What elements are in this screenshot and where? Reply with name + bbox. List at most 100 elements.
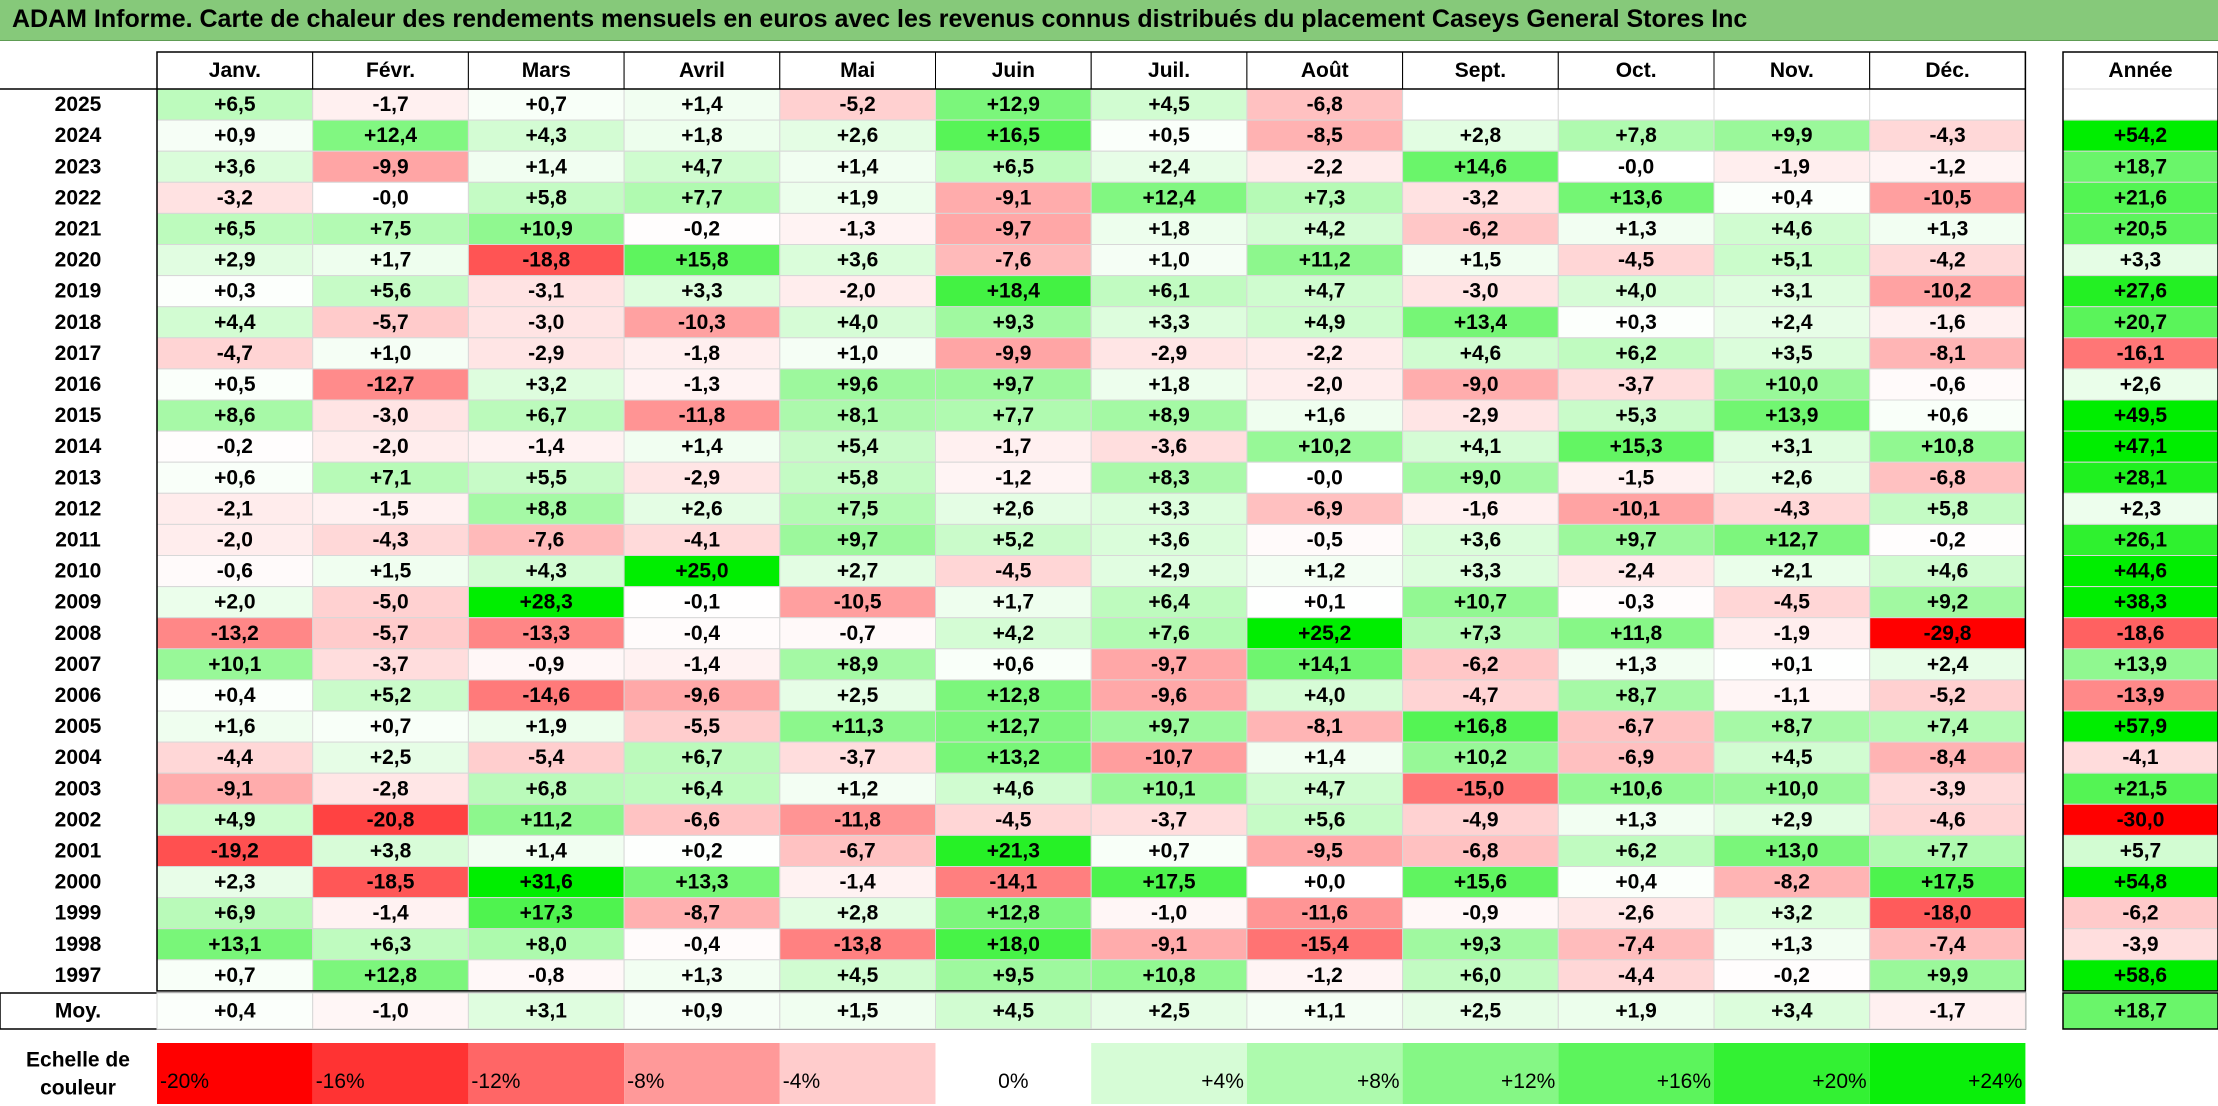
cell-value: +5,6 xyxy=(370,280,411,303)
heatmap-cell xyxy=(1713,897,1871,930)
heatmap-cell xyxy=(1713,275,1871,308)
cell-value: -6,8 xyxy=(1307,93,1344,116)
annual-value: +58,6 xyxy=(2114,964,2167,987)
average-cell xyxy=(312,992,469,1030)
cell-value: +7,6 xyxy=(1148,622,1189,645)
heatmap-cell xyxy=(1090,430,1248,463)
cell-value: +8,7 xyxy=(1771,715,1812,738)
heatmap-cell xyxy=(935,959,1092,992)
cell-value: +11,3 xyxy=(832,715,884,738)
heatmap-cell xyxy=(935,617,1092,650)
month-header-label: Mai xyxy=(840,59,875,82)
cell-value: -3,9 xyxy=(1929,777,1965,800)
annual-value: +13,9 xyxy=(2114,653,2167,676)
annual-value: -3,9 xyxy=(2122,933,2158,956)
heatmap-cell xyxy=(1713,928,1871,961)
cell-value: +6,0 xyxy=(1460,964,1501,987)
annual-cell xyxy=(2062,150,2218,183)
cell-value: -0,7 xyxy=(840,622,876,645)
heatmap-cell xyxy=(623,679,781,712)
cell-value: -9,1 xyxy=(995,186,1032,209)
cell-value: -6,8 xyxy=(1929,466,1966,489)
year-label: 2002 xyxy=(55,808,102,831)
cell-value: -13,2 xyxy=(211,622,259,645)
heatmap-cell xyxy=(1557,88,1715,121)
cell-value: -4,7 xyxy=(1462,684,1498,707)
cell-value: -2,6 xyxy=(1618,902,1654,925)
annual-value: +49,5 xyxy=(2114,404,2167,427)
annual-cell xyxy=(2062,772,2218,805)
cell-value: +2,9 xyxy=(1771,808,1812,831)
cell-value: +1,4 xyxy=(837,155,879,178)
heatmap-cell xyxy=(312,928,469,961)
cell-value: +10,2 xyxy=(1454,746,1507,769)
annual-value: +54,2 xyxy=(2114,124,2167,147)
cell-value: +9,3 xyxy=(1460,933,1501,956)
cell-value: +3,3 xyxy=(1148,497,1189,520)
cell-value: +3,6 xyxy=(1148,528,1189,551)
cell-value: +8,1 xyxy=(837,404,879,427)
cell-value: -4,5 xyxy=(995,808,1032,831)
heatmap-cell xyxy=(467,648,625,681)
cell-value: -5,7 xyxy=(372,311,408,334)
annual-value: +20,5 xyxy=(2114,217,2167,240)
annual-value: +3,3 xyxy=(2120,249,2161,272)
cell-value: +4,3 xyxy=(526,560,567,583)
cell-value: -2,4 xyxy=(1618,560,1655,583)
month-header-label: Juil. xyxy=(1148,59,1190,82)
heatmap-cell xyxy=(1246,679,1404,712)
cell-value: +1,5 xyxy=(370,560,412,583)
heatmap-cell xyxy=(467,741,625,774)
heatmap-cell xyxy=(467,212,625,245)
average-value: +3,4 xyxy=(1771,1000,1813,1023)
cell-value: -0,2 xyxy=(217,435,253,458)
cell-value: -1,5 xyxy=(1618,466,1655,489)
cell-value: -12,7 xyxy=(367,373,415,396)
annual-value: +26,1 xyxy=(2114,528,2167,551)
cell-value: +0,6 xyxy=(214,466,255,489)
heatmap-cell xyxy=(312,555,469,588)
heatmap-cell xyxy=(1246,492,1404,525)
heatmap-cell xyxy=(1557,337,1715,370)
heatmap-cell xyxy=(156,648,314,681)
heatmap-cell xyxy=(1090,150,1248,183)
annual-value: +2,6 xyxy=(2120,373,2161,396)
cell-value: +21,3 xyxy=(987,839,1040,862)
cell-value: +1,4 xyxy=(526,839,568,862)
heatmap-cell xyxy=(1713,617,1871,650)
heatmap-cell xyxy=(1402,928,1559,961)
heatmap-cell xyxy=(779,648,936,681)
title-bar: ADAM Informe. Carte de chaleur des rende… xyxy=(0,0,2218,41)
cell-value: +1,3 xyxy=(1927,217,1968,240)
cell-value: -0,2 xyxy=(1929,528,1965,551)
heatmap-cell xyxy=(1090,492,1248,525)
cell-value: -4,7 xyxy=(217,342,253,365)
heatmap-cell xyxy=(1557,306,1715,339)
heatmap-cell xyxy=(623,897,781,930)
heatmap-cell xyxy=(312,834,469,868)
cell-value: -2,0 xyxy=(217,528,253,551)
heatmap-cell xyxy=(1402,866,1559,899)
annual-cell xyxy=(2062,866,2218,899)
cell-value: -6,7 xyxy=(1618,715,1654,738)
heatmap-cell xyxy=(467,555,625,588)
year-label: 1997 xyxy=(55,964,102,987)
cell-value: +2,6 xyxy=(681,497,722,520)
heatmap-cell xyxy=(935,337,1092,370)
cell-value: +4,3 xyxy=(526,124,567,147)
heatmap-cell xyxy=(1402,430,1559,463)
cell-value: +11,8 xyxy=(1610,622,1662,645)
cell-value: -2,9 xyxy=(1462,404,1498,427)
cell-value: -4,4 xyxy=(1618,964,1655,987)
heatmap-cell xyxy=(935,648,1092,681)
cell-value: -4,1 xyxy=(684,528,721,551)
cell-value: -4,3 xyxy=(1929,124,1965,147)
cell-value: -1,9 xyxy=(1774,155,1810,178)
heatmap-cell xyxy=(779,368,936,401)
average-value: -1,0 xyxy=(372,1000,408,1023)
heatmap-cell xyxy=(1557,586,1715,619)
cell-value: -0,6 xyxy=(1929,373,1965,396)
heatmap-cell xyxy=(779,772,936,805)
cell-value: +4,1 xyxy=(1460,435,1502,458)
cell-value: +18,4 xyxy=(987,280,1040,303)
